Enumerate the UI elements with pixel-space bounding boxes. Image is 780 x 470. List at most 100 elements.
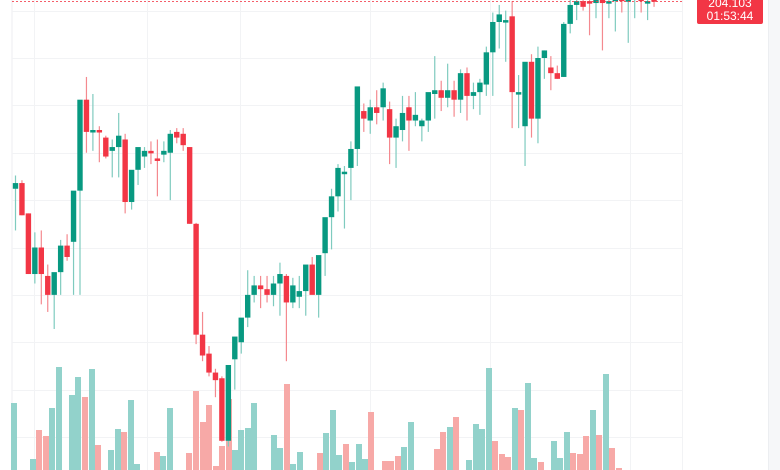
volume-bar <box>603 374 609 470</box>
candle-body-up <box>70 190 77 242</box>
volume-bar <box>251 403 257 470</box>
volume-bar <box>238 430 244 470</box>
candle-body-down <box>193 223 199 335</box>
candle-body-down <box>464 73 470 96</box>
candle-body-down <box>361 111 367 119</box>
candle-body-up <box>515 92 522 95</box>
candle-body-up <box>470 92 477 96</box>
volume-bar <box>401 447 407 470</box>
volume-bar <box>551 441 557 470</box>
candle-body-up <box>251 285 257 295</box>
volume-bar <box>349 462 355 470</box>
volume-bar <box>531 458 537 470</box>
candle-body-down <box>586 1 593 4</box>
candle-body-up <box>77 99 83 191</box>
candle-body-up <box>335 167 341 197</box>
volume-bar <box>206 405 212 470</box>
candle-body-up <box>141 150 148 157</box>
candle-body-down <box>283 275 290 303</box>
candle-body-down <box>64 245 70 257</box>
price-axis[interactable]: 203.500 203.000 202.500 202.000 201.500 … <box>682 0 769 470</box>
volume-bar <box>89 369 95 470</box>
candle-body-up <box>490 21 496 53</box>
candle-body-up <box>380 88 386 108</box>
volume-bar <box>596 435 602 470</box>
volume-bar <box>577 454 583 470</box>
volume-bar <box>440 432 446 470</box>
volume-bar <box>167 408 173 470</box>
candle-body-up <box>348 148 354 168</box>
candle-body-up <box>328 196 335 218</box>
volume-bar <box>284 384 290 470</box>
volume-bar <box>518 410 524 470</box>
volume-bar <box>616 468 622 470</box>
volume-bar <box>583 436 589 470</box>
candle-body-down <box>580 1 586 7</box>
candle-body-up <box>238 317 244 343</box>
candle-body-down <box>148 150 154 154</box>
volume-bar <box>49 408 55 470</box>
candle-body-up <box>57 245 64 273</box>
volume-bar <box>154 452 160 470</box>
candle-body-up <box>232 336 238 360</box>
volume-bar <box>362 459 368 470</box>
last-price-tag: 204.103 01:53:44 <box>697 0 763 24</box>
volume-bar <box>479 429 485 470</box>
candle-body-up <box>483 52 490 85</box>
volume-bar <box>297 452 303 470</box>
volume-bar <box>290 464 296 470</box>
candle-body-down <box>554 73 560 79</box>
candle-body-up <box>625 0 631 2</box>
candle-body-up <box>109 147 115 151</box>
volume-bar <box>538 462 544 470</box>
candle-body-down <box>264 289 270 295</box>
candle-body-up <box>135 147 141 170</box>
candle-body-up <box>51 272 57 295</box>
candle-body-down <box>154 158 161 161</box>
candle-body-up <box>612 0 619 2</box>
volume-bar <box>564 432 570 470</box>
volume-bar <box>343 444 349 470</box>
volume-bar <box>492 441 498 470</box>
right-scroll-strip[interactable] <box>768 0 780 470</box>
candle-body-down <box>38 247 44 275</box>
volume-bar <box>525 383 531 470</box>
candle-body-down <box>651 0 657 2</box>
candle-body-up <box>412 114 419 121</box>
candle-body-up <box>341 171 348 175</box>
candle-body-up <box>425 92 431 121</box>
volume-bar <box>219 446 225 470</box>
volume-bar <box>11 403 17 470</box>
volume-bar <box>317 453 323 470</box>
candle-body-up <box>477 82 483 93</box>
candle-body-up <box>419 120 425 127</box>
candle-body-down <box>451 90 457 100</box>
volume-bar <box>434 449 440 470</box>
volume-bar <box>30 459 36 470</box>
candle-body-down <box>180 133 186 146</box>
volume-bar <box>121 432 127 470</box>
volume-bar <box>213 466 219 470</box>
volume-bar <box>505 457 511 470</box>
candle-body-up <box>322 217 328 254</box>
candle-body-up <box>567 4 573 24</box>
candle-body-down <box>548 67 554 74</box>
candle-body-up <box>503 20 509 23</box>
bar-countdown: 01:53:44 <box>706 9 754 23</box>
volume-bar <box>186 453 192 470</box>
candle-body-down <box>638 0 644 2</box>
volume-bar <box>395 456 401 470</box>
candle-body-up <box>367 107 373 121</box>
candle-body-down <box>45 275 51 295</box>
volume-bar <box>330 410 336 470</box>
candle-body-down <box>309 264 315 295</box>
volume-bar <box>160 456 166 470</box>
candle-body-up <box>128 169 135 203</box>
volume-bar <box>336 455 342 470</box>
candle-body-up <box>541 50 548 58</box>
candle-body-down <box>257 285 264 290</box>
volume-bar <box>271 435 277 470</box>
candle-body-up <box>393 126 399 138</box>
